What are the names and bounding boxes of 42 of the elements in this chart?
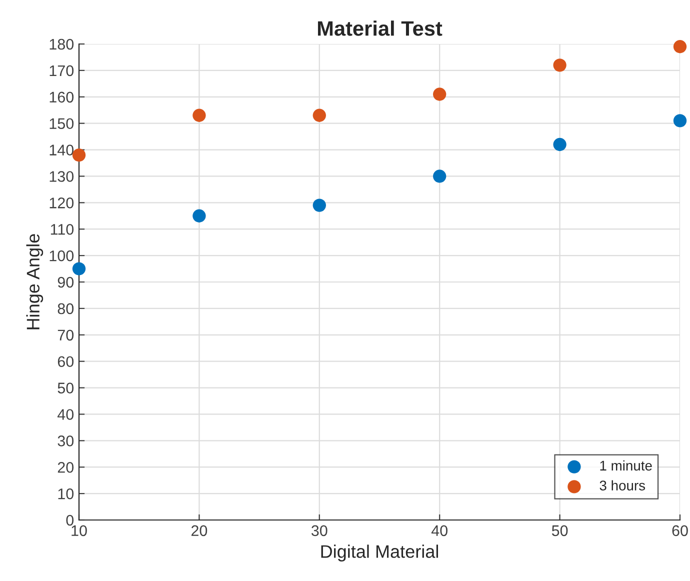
point [192, 209, 206, 222]
y-tick-label: 40 [58, 409, 74, 420]
y-tick-label: 0 [66, 514, 74, 526]
x-tick-label: 40 [431, 525, 448, 536]
y-tick-label: 30 [58, 436, 74, 446]
y-tick-label: 80 [58, 303, 74, 314]
y-tick-label: 20 [58, 462, 74, 473]
y-tick-label: 100 [50, 250, 74, 262]
legend-label: 3 hours [600, 480, 646, 490]
point [192, 108, 206, 122]
y-tick-label: 170 [50, 65, 74, 76]
x-axis-title: Digital Material [321, 544, 438, 562]
point [673, 40, 687, 54]
y-tick-label: 50 [58, 382, 74, 394]
chart-title: Material Test [318, 20, 442, 36]
y-tick-label: 70 [58, 330, 74, 341]
point [72, 148, 86, 162]
y-tick-label: 140 [50, 144, 74, 156]
point [312, 108, 326, 122]
y-tick-label: 90 [58, 276, 74, 288]
point [553, 138, 566, 152]
x-tick-label: 10 [72, 525, 87, 536]
legend-label: 1 minute [600, 460, 652, 471]
y-tick-label: 120 [50, 198, 74, 208]
point [433, 88, 446, 101]
x-tick-label: 20 [191, 525, 208, 536]
point [72, 262, 86, 276]
y-tick-label: 130 [50, 171, 74, 182]
x-tick-label: 60 [672, 525, 688, 536]
y-tick-label: 60 [58, 356, 74, 368]
y-axis-title: Hinge Angle [26, 234, 44, 330]
point [553, 58, 566, 72]
y-tick-label: 150 [50, 118, 74, 130]
point [433, 170, 446, 183]
y-tick-label: 160 [50, 92, 74, 103]
x-tick-label: 30 [311, 525, 328, 536]
x-tick-label: 50 [552, 525, 568, 536]
point [312, 198, 326, 212]
y-tick-label: 180 [50, 38, 74, 50]
y-tick-label: 110 [50, 224, 74, 235]
y-tick-label: 10 [58, 488, 74, 500]
point [673, 114, 687, 128]
